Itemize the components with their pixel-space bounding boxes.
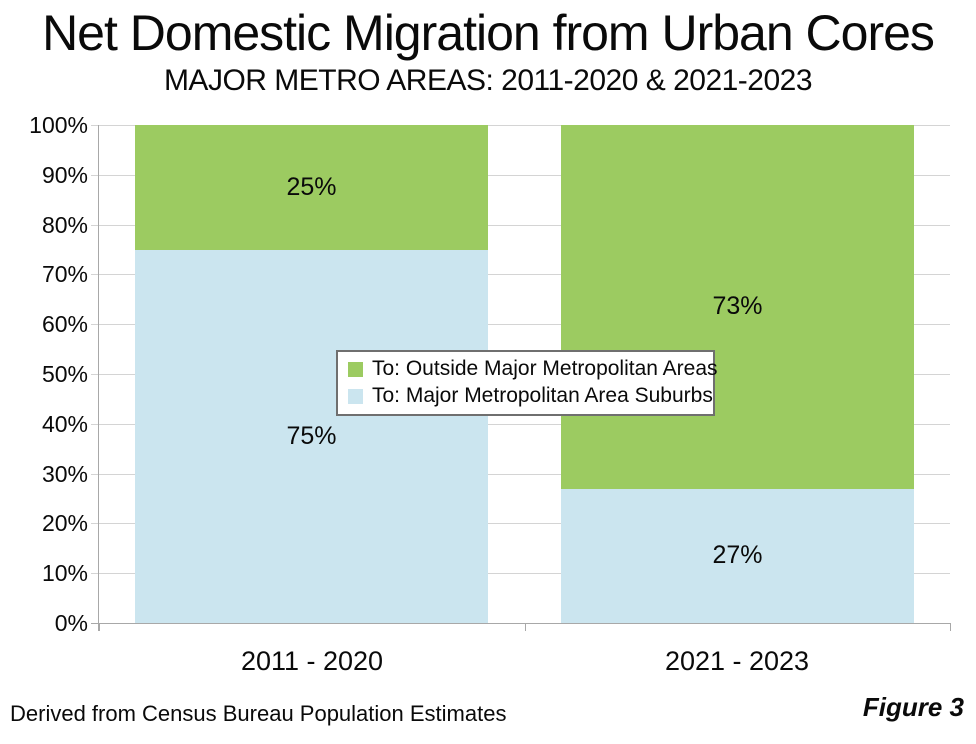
y-tick-label: 40%: [41, 411, 88, 437]
chart-title: Net Domestic Migration from Urban Cores: [42, 5, 935, 61]
bar-segment: 25%: [135, 125, 488, 250]
axis-tick: [99, 623, 100, 631]
bar-segment: 75%: [135, 249, 488, 623]
gridline: [91, 274, 950, 275]
x-axis-category-label: 2011 - 2020: [240, 646, 384, 676]
gridline: [91, 175, 950, 176]
x-axis-category-label: 2021 - 2023: [664, 646, 810, 676]
legend-swatch-icon: [348, 388, 363, 404]
y-tick-label: 70%: [41, 261, 88, 287]
x-axis-line: [91, 623, 950, 624]
gridline: [91, 324, 950, 325]
y-tick-label: 90%: [41, 162, 88, 188]
bar-segment-value-label: 75%: [286, 421, 337, 450]
y-tick-label: 20%: [41, 510, 88, 536]
bar-segment-value-label: 27%: [712, 541, 763, 570]
bar-segment-value-label: 25%: [286, 172, 337, 201]
y-tick-label: 0%: [54, 610, 88, 636]
legend-entry: To: Major Metropolitan Area Suburbs: [348, 384, 713, 408]
figure-number-label: Figure 3: [862, 692, 964, 722]
plot-area: 75% 25% 27% 73%: [91, 125, 951, 631]
legend-entry-label: To: Major Metropolitan Area Suburbs: [372, 384, 713, 407]
axis-tick: [525, 623, 526, 631]
bar-segment: 27%: [561, 488, 914, 623]
chart-subtitle: MAJOR METRO AREAS: 2011-2020 & 2021-2023: [163, 64, 813, 97]
y-tick-label: 30%: [41, 461, 88, 487]
gridline: [91, 523, 950, 524]
legend-entry-label: To: Outside Major Metropolitan Areas: [372, 357, 718, 380]
y-tick-label: 60%: [41, 311, 88, 337]
gridline: [91, 225, 950, 226]
axis-tick: [950, 623, 951, 631]
gridline: [91, 424, 950, 425]
gridline: [91, 573, 950, 574]
y-tick-label: 80%: [41, 212, 88, 238]
bar-segment: 73%: [561, 125, 914, 489]
legend-swatch-icon: [348, 361, 363, 377]
bar-segment-value-label: 73%: [712, 292, 763, 321]
gridline: [91, 474, 950, 475]
y-tick-label: 50%: [41, 361, 88, 387]
legend-entry: To: Outside Major Metropolitan Areas: [348, 357, 718, 381]
source-note: Derived from Census Bureau Population Es…: [10, 701, 507, 726]
y-tick-label: 10%: [41, 560, 88, 586]
gridline: [91, 125, 950, 126]
y-tick-label: 100%: [29, 112, 88, 138]
legend-box: To: Outside Major Metropolitan Areas To: …: [336, 350, 718, 416]
y-axis-line: [98, 125, 99, 631]
